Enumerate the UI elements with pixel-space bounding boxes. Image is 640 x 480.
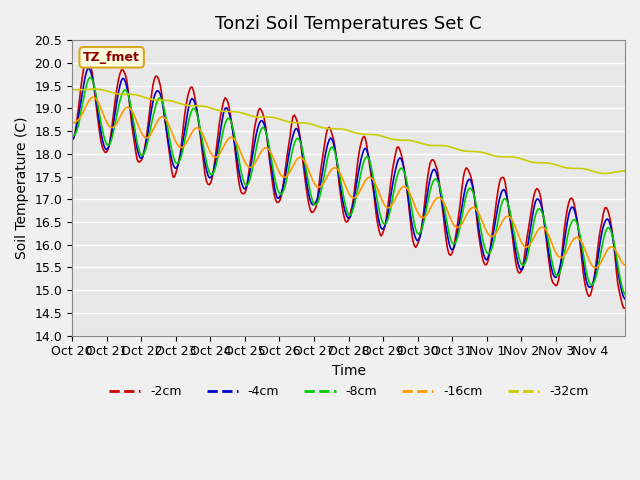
-32cm	[464, 148, 472, 154]
-2cm	[68, 137, 76, 143]
-2cm	[88, 71, 96, 77]
-8cm	[68, 133, 76, 139]
-2cm	[106, 139, 113, 145]
Title: Tonzi Soil Temperatures Set C: Tonzi Soil Temperatures Set C	[215, 15, 482, 33]
-32cm	[106, 89, 113, 95]
-32cm	[68, 87, 76, 93]
-4cm	[354, 172, 362, 178]
-8cm	[87, 74, 95, 80]
-16cm	[621, 263, 629, 268]
-2cm	[621, 305, 629, 311]
Y-axis label: Soil Temperature (C): Soil Temperature (C)	[15, 117, 29, 259]
-4cm	[68, 137, 76, 143]
-8cm	[106, 141, 113, 147]
-32cm	[87, 86, 95, 92]
-8cm	[621, 291, 629, 297]
-16cm	[90, 95, 98, 100]
-8cm	[546, 248, 554, 253]
-4cm	[618, 290, 626, 296]
-32cm	[354, 131, 362, 136]
-4cm	[621, 296, 629, 302]
-4cm	[546, 258, 554, 264]
-8cm	[88, 77, 96, 83]
-16cm	[546, 236, 554, 241]
-32cm	[620, 168, 627, 174]
-32cm	[621, 168, 629, 174]
Legend: -2cm, -4cm, -8cm, -16cm, -32cm: -2cm, -4cm, -8cm, -16cm, -32cm	[104, 380, 593, 403]
-4cm	[106, 141, 113, 147]
-16cm	[464, 210, 472, 216]
-2cm	[546, 266, 554, 272]
-32cm	[546, 160, 554, 166]
-16cm	[592, 265, 600, 271]
-4cm	[84, 65, 92, 71]
X-axis label: Time: Time	[332, 364, 365, 378]
Line: -32cm: -32cm	[72, 89, 625, 173]
Line: -4cm: -4cm	[72, 68, 625, 299]
-4cm	[88, 75, 96, 81]
-2cm	[618, 301, 626, 307]
-16cm	[68, 120, 76, 126]
-32cm	[601, 170, 609, 176]
-16cm	[620, 262, 627, 267]
Line: -2cm: -2cm	[72, 58, 625, 308]
Line: -16cm: -16cm	[72, 97, 625, 268]
-16cm	[87, 96, 95, 101]
-8cm	[354, 185, 362, 191]
Text: TZ_fmet: TZ_fmet	[83, 51, 140, 64]
-2cm	[464, 166, 472, 172]
-2cm	[354, 157, 362, 163]
-2cm	[83, 55, 90, 61]
-16cm	[106, 123, 113, 129]
-32cm	[92, 86, 99, 92]
Line: -8cm: -8cm	[72, 77, 625, 294]
-8cm	[618, 285, 626, 290]
-16cm	[354, 192, 362, 197]
-4cm	[464, 178, 472, 184]
-8cm	[464, 188, 472, 194]
